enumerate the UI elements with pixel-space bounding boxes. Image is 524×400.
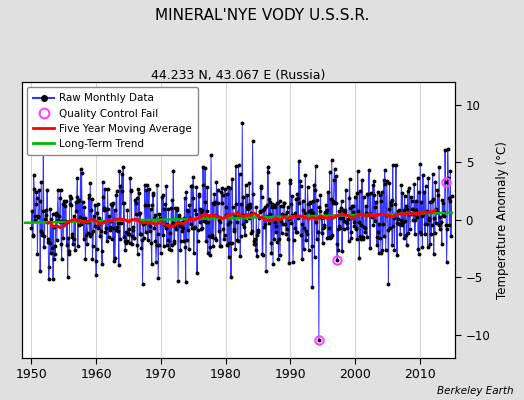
Text: MINERAL'NYE VODY U.S.S.R.: MINERAL'NYE VODY U.S.S.R.	[155, 8, 369, 23]
Text: Berkeley Earth: Berkeley Earth	[437, 386, 514, 396]
Title: 44.233 N, 43.067 E (Russia): 44.233 N, 43.067 E (Russia)	[151, 69, 326, 82]
Y-axis label: Temperature Anomaly (°C): Temperature Anomaly (°C)	[496, 141, 509, 299]
Legend: Raw Monthly Data, Quality Control Fail, Five Year Moving Average, Long-Term Tren: Raw Monthly Data, Quality Control Fail, …	[27, 87, 198, 155]
